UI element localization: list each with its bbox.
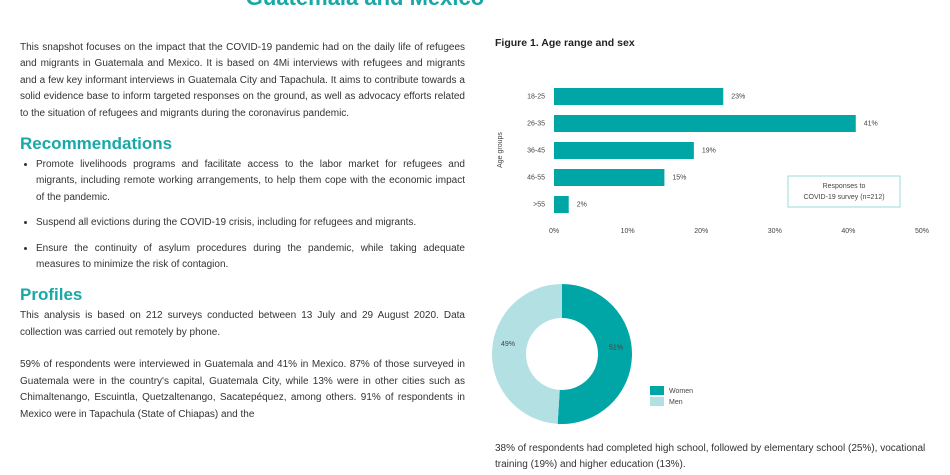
bar: [554, 88, 724, 105]
heading: Recommendations: [20, 134, 173, 154]
legend-label: Men: [669, 399, 683, 406]
paragraph: 59% of respondents were interviewed in G…: [20, 359, 465, 420]
data-label: 51%: [609, 345, 623, 352]
heading: Profiles: [20, 285, 83, 305]
y-tick-label: 46-55: [527, 174, 545, 181]
bar: [554, 115, 856, 132]
title: Guatemala and Mexico: [0, 0, 730, 11]
bar: [554, 169, 665, 186]
legend-label: Women: [669, 388, 693, 395]
list-item: Ensure the continuity of asylum procedur…: [36, 241, 465, 274]
left-column: This snapshot focuses on the impact that…: [20, 40, 465, 423]
annotation: COVID-19 survey (n=212): [803, 194, 884, 201]
legend-swatch: [650, 386, 664, 395]
annotation: Responses to: [823, 183, 866, 190]
bar: [554, 142, 694, 159]
paragraph: 38% of respondents had completed high sc…: [495, 443, 926, 471]
y-tick-label: 18-25: [527, 93, 545, 100]
x-tick-label: 10%: [621, 228, 635, 235]
annotation-box: [787, 175, 901, 208]
data-label: 2%: [577, 201, 587, 208]
paragraph: This analysis is based on 212 surveys co…: [20, 310, 465, 338]
data-label: 49%: [501, 341, 515, 348]
axis-label: Age groups: [497, 132, 504, 168]
list-item: Promote livelihoods programs and facilit…: [36, 157, 465, 206]
x-tick-label: 20%: [694, 228, 708, 235]
legend-swatch: [650, 397, 664, 406]
data-label: 19%: [702, 147, 716, 154]
y-tick-label: 36-45: [527, 147, 545, 154]
list: Promote livelihoods programs and facilit…: [20, 157, 465, 273]
data-label: 41%: [864, 120, 878, 127]
y-tick-label: 26-35: [527, 120, 545, 127]
bar: [554, 196, 569, 213]
x-tick-label: 30%: [768, 228, 782, 235]
data-label: 23%: [731, 93, 745, 100]
x-tick-label: 40%: [841, 228, 855, 235]
data-label: 15%: [672, 174, 686, 181]
x-tick-label: 0%: [549, 228, 559, 235]
pie-slice: [557, 284, 632, 424]
y-tick-label: >55: [533, 201, 545, 208]
x-tick-label: 50%: [915, 228, 929, 235]
intro: This snapshot focuses on the impact that…: [20, 42, 465, 119]
pie-slice: [491, 284, 562, 424]
list-item: Suspend all evictions during the COVID-1…: [36, 215, 465, 231]
figure-caption: Figure 1. Age range and sex: [495, 37, 635, 49]
